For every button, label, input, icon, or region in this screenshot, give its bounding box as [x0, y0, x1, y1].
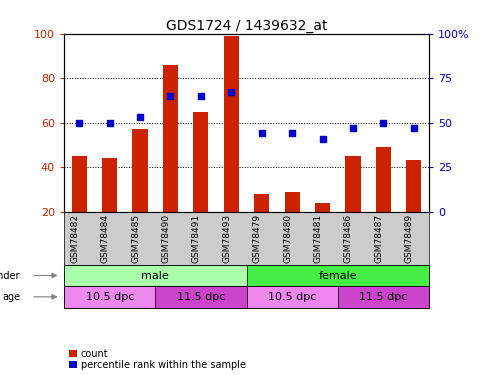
Bar	[345, 156, 360, 212]
Text: 10.5 dpc: 10.5 dpc	[268, 292, 317, 302]
Text: GSM78489: GSM78489	[405, 214, 414, 263]
Text: 11.5 dpc: 11.5 dpc	[359, 292, 408, 302]
Bar	[224, 36, 239, 212]
Legend: count, percentile rank within the sample: count, percentile rank within the sample	[69, 349, 246, 370]
Bar	[193, 111, 209, 212]
Bar	[64, 286, 155, 308]
Point	[197, 93, 205, 99]
Bar	[64, 265, 246, 286]
Title: GDS1724 / 1439632_at: GDS1724 / 1439632_at	[166, 19, 327, 33]
Bar	[133, 129, 148, 212]
Point	[349, 125, 357, 131]
Bar	[284, 192, 300, 211]
Bar	[71, 156, 87, 212]
Point	[136, 114, 144, 120]
Point	[410, 125, 418, 131]
Text: age: age	[2, 292, 20, 302]
Text: GSM78482: GSM78482	[70, 214, 79, 263]
Text: GSM78485: GSM78485	[131, 214, 140, 263]
Text: GSM78490: GSM78490	[162, 214, 171, 263]
Text: male: male	[141, 270, 169, 280]
Bar	[155, 286, 246, 308]
Point	[380, 120, 387, 126]
Point	[318, 136, 326, 142]
Text: 11.5 dpc: 11.5 dpc	[176, 292, 225, 302]
Text: GSM78480: GSM78480	[283, 214, 292, 263]
Point	[288, 130, 296, 136]
Point	[258, 130, 266, 136]
Text: gender: gender	[0, 270, 20, 280]
Bar	[376, 147, 391, 211]
Bar	[246, 286, 338, 308]
Text: GSM78486: GSM78486	[344, 214, 353, 263]
Text: GSM78491: GSM78491	[192, 214, 201, 263]
Bar	[315, 202, 330, 211]
Text: GSM78479: GSM78479	[253, 214, 262, 263]
Text: GSM78487: GSM78487	[374, 214, 384, 263]
Bar	[406, 160, 422, 212]
Bar	[246, 265, 429, 286]
Bar	[102, 158, 117, 212]
Text: GSM78481: GSM78481	[314, 214, 322, 263]
Text: GSM78493: GSM78493	[222, 214, 231, 263]
Point	[75, 120, 83, 126]
Point	[167, 93, 175, 99]
Bar	[254, 194, 269, 211]
Point	[227, 89, 235, 95]
Bar	[338, 286, 429, 308]
Point	[106, 120, 113, 126]
Text: 10.5 dpc: 10.5 dpc	[85, 292, 134, 302]
Text: GSM78484: GSM78484	[101, 214, 109, 263]
Bar	[163, 65, 178, 211]
Text: female: female	[318, 270, 357, 280]
